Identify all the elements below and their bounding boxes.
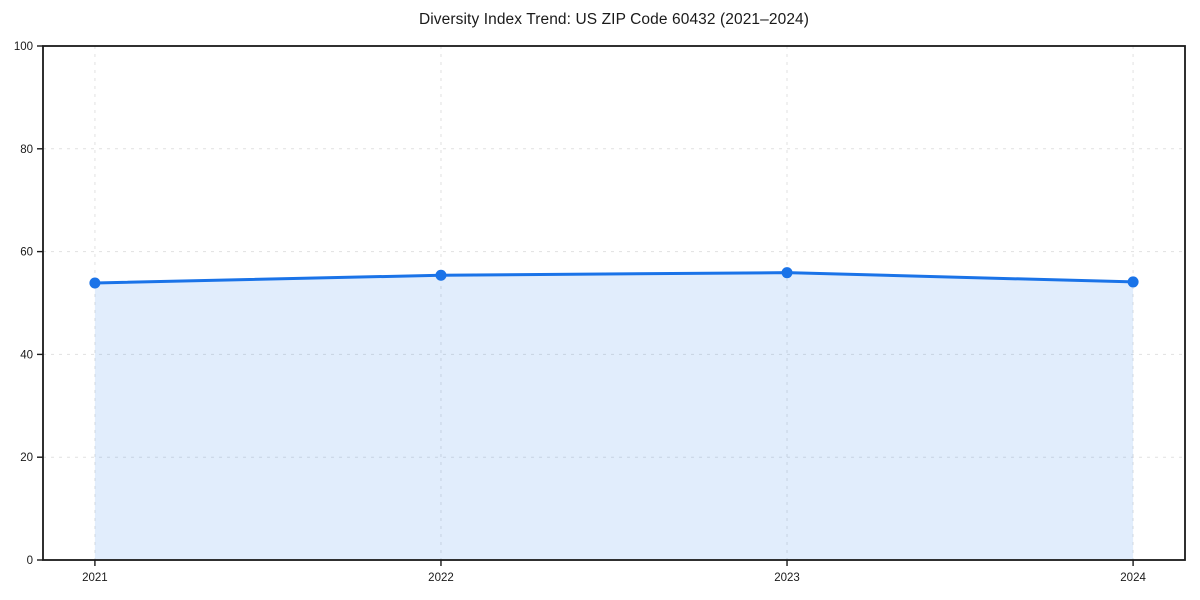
trend-line: [93, 271, 1135, 285]
x-tick-label: 2022: [428, 572, 454, 584]
area-fill: [94, 272, 1134, 560]
data-point-2021: [89, 277, 101, 289]
data-point-2024: [1127, 276, 1139, 288]
y-tick-label: 0: [27, 555, 33, 567]
x-tick-label: 2021: [82, 572, 108, 584]
y-tick-label: 100: [14, 41, 33, 53]
x-tick-label: 2024: [1120, 572, 1146, 584]
data-point-2023: [781, 267, 793, 279]
y-tick-label: 60: [20, 247, 33, 259]
x-tick-label: 2023: [774, 572, 800, 584]
chart-title: Diversity Index Trend: US ZIP Code 60432…: [418, 11, 810, 28]
plot-border: [42, 45, 1186, 561]
y-tick-label: 80: [20, 144, 33, 156]
y-tick-label: 40: [20, 349, 33, 361]
data-point-2022: [435, 269, 447, 281]
y-tick-label: 20: [20, 452, 33, 464]
